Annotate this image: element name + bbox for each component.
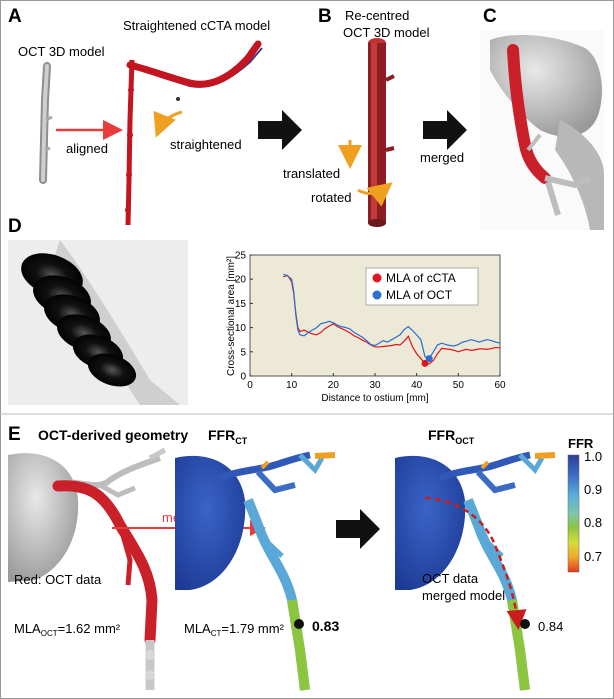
panel-e-letter: E bbox=[8, 424, 21, 445]
colorbar-tick-1-0: 1.0 bbox=[584, 449, 602, 464]
oct-cross-section-render bbox=[8, 240, 188, 405]
translated-label: translated bbox=[283, 166, 340, 181]
x-tick-label: 60 bbox=[494, 380, 506, 391]
y-tick-label: 5 bbox=[240, 347, 246, 358]
mla-marker-oct bbox=[425, 355, 433, 363]
ffrct-measurement-point bbox=[294, 619, 304, 629]
y-tick-label: 10 bbox=[235, 323, 247, 334]
oct-geometry-title: OCT-derived geometry bbox=[38, 427, 188, 443]
red-oct-data-label: Red: OCT data bbox=[14, 572, 102, 587]
recentred-title-2: OCT 3D model bbox=[343, 25, 430, 40]
x-tick-label: 0 bbox=[247, 380, 253, 391]
legend-label-cta: MLA of cCTA bbox=[386, 271, 456, 285]
y-tick-label: 20 bbox=[235, 275, 247, 286]
straightened-arrow bbox=[153, 110, 183, 138]
chart-y-label: Cross-sectional area [mm²] bbox=[226, 256, 237, 376]
merged-3d-render bbox=[480, 30, 604, 230]
chart-legend: MLA of cCTA MLA of OCT bbox=[365, 267, 479, 306]
series-line-oct bbox=[283, 273, 501, 360]
panel-b-letter: B bbox=[318, 6, 332, 27]
straightened-label: straightened bbox=[170, 137, 242, 152]
straightened-cta-label: Straightened cCTA model bbox=[123, 18, 270, 33]
ffr-colorbar bbox=[567, 454, 580, 573]
merged-label-c: merged bbox=[420, 150, 464, 165]
x-tick-label: 50 bbox=[453, 380, 465, 391]
series-line-cta bbox=[283, 274, 501, 365]
rotated-label: rotated bbox=[311, 190, 351, 205]
x-tick-label: 40 bbox=[411, 380, 423, 391]
ffroct-model-render bbox=[395, 451, 556, 691]
recentred-title-1: Re-centred bbox=[345, 8, 409, 23]
panel-a-letter: A bbox=[8, 6, 22, 27]
panel-d-letter: D bbox=[8, 216, 22, 237]
x-tick-label: 10 bbox=[286, 380, 298, 391]
ffroct-title: FFROCT bbox=[428, 427, 475, 446]
mla-ct-label: MLACT=1.79 mm² bbox=[184, 621, 285, 638]
colorbar-tick-0-9: 0.9 bbox=[584, 482, 602, 497]
oct-3d-model-label: OCT 3D model bbox=[18, 44, 105, 59]
recentred-oct-model bbox=[368, 38, 395, 227]
x-tick-label: 20 bbox=[328, 380, 340, 391]
y-tick-label: 0 bbox=[240, 372, 246, 383]
ffrct-model-render bbox=[175, 451, 336, 691]
big-arrow-2 bbox=[423, 110, 467, 150]
chart-axes: 0 10 20 30 40 50 60 0 5 10 15 20 25 bbox=[235, 251, 506, 392]
ffroct-value: 0.84 bbox=[538, 619, 563, 634]
aligned-label: aligned bbox=[66, 141, 108, 156]
legend-label-oct: MLA of OCT bbox=[386, 288, 453, 302]
mla-oct-label: MLAOCT=1.62 mm² bbox=[14, 621, 121, 638]
colorbar-tick-0-8: 0.8 bbox=[584, 515, 602, 530]
ffroct-measurement-point bbox=[520, 619, 530, 629]
legend-marker-cta bbox=[372, 273, 382, 283]
oct-3d-model bbox=[39, 62, 53, 184]
chart-series bbox=[283, 273, 501, 367]
y-tick-label: 15 bbox=[235, 299, 247, 310]
colorbar-title: FFR bbox=[568, 436, 594, 451]
ffrct-value: 0.83 bbox=[312, 618, 339, 634]
panel-c-letter: C bbox=[483, 6, 497, 27]
straightened-cta-model bbox=[125, 40, 263, 226]
merged-model-label-1: OCT data bbox=[422, 571, 479, 586]
oct-derived-geometry-render bbox=[8, 447, 167, 690]
legend-marker-oct bbox=[372, 290, 382, 300]
ffrct-title: FFRCT bbox=[208, 427, 248, 446]
big-arrow-1 bbox=[258, 110, 302, 150]
chart-x-label: Distance to ostium [mm] bbox=[321, 393, 428, 404]
merged-model-label-2: merged model bbox=[422, 588, 505, 603]
mla-marker-cta bbox=[421, 359, 429, 367]
rotated-arrow bbox=[357, 182, 393, 207]
x-tick-label: 30 bbox=[369, 380, 381, 391]
colorbar-tick-0-7: 0.7 bbox=[584, 549, 602, 564]
big-arrow-3 bbox=[336, 509, 380, 549]
y-tick-label: 25 bbox=[235, 251, 247, 262]
